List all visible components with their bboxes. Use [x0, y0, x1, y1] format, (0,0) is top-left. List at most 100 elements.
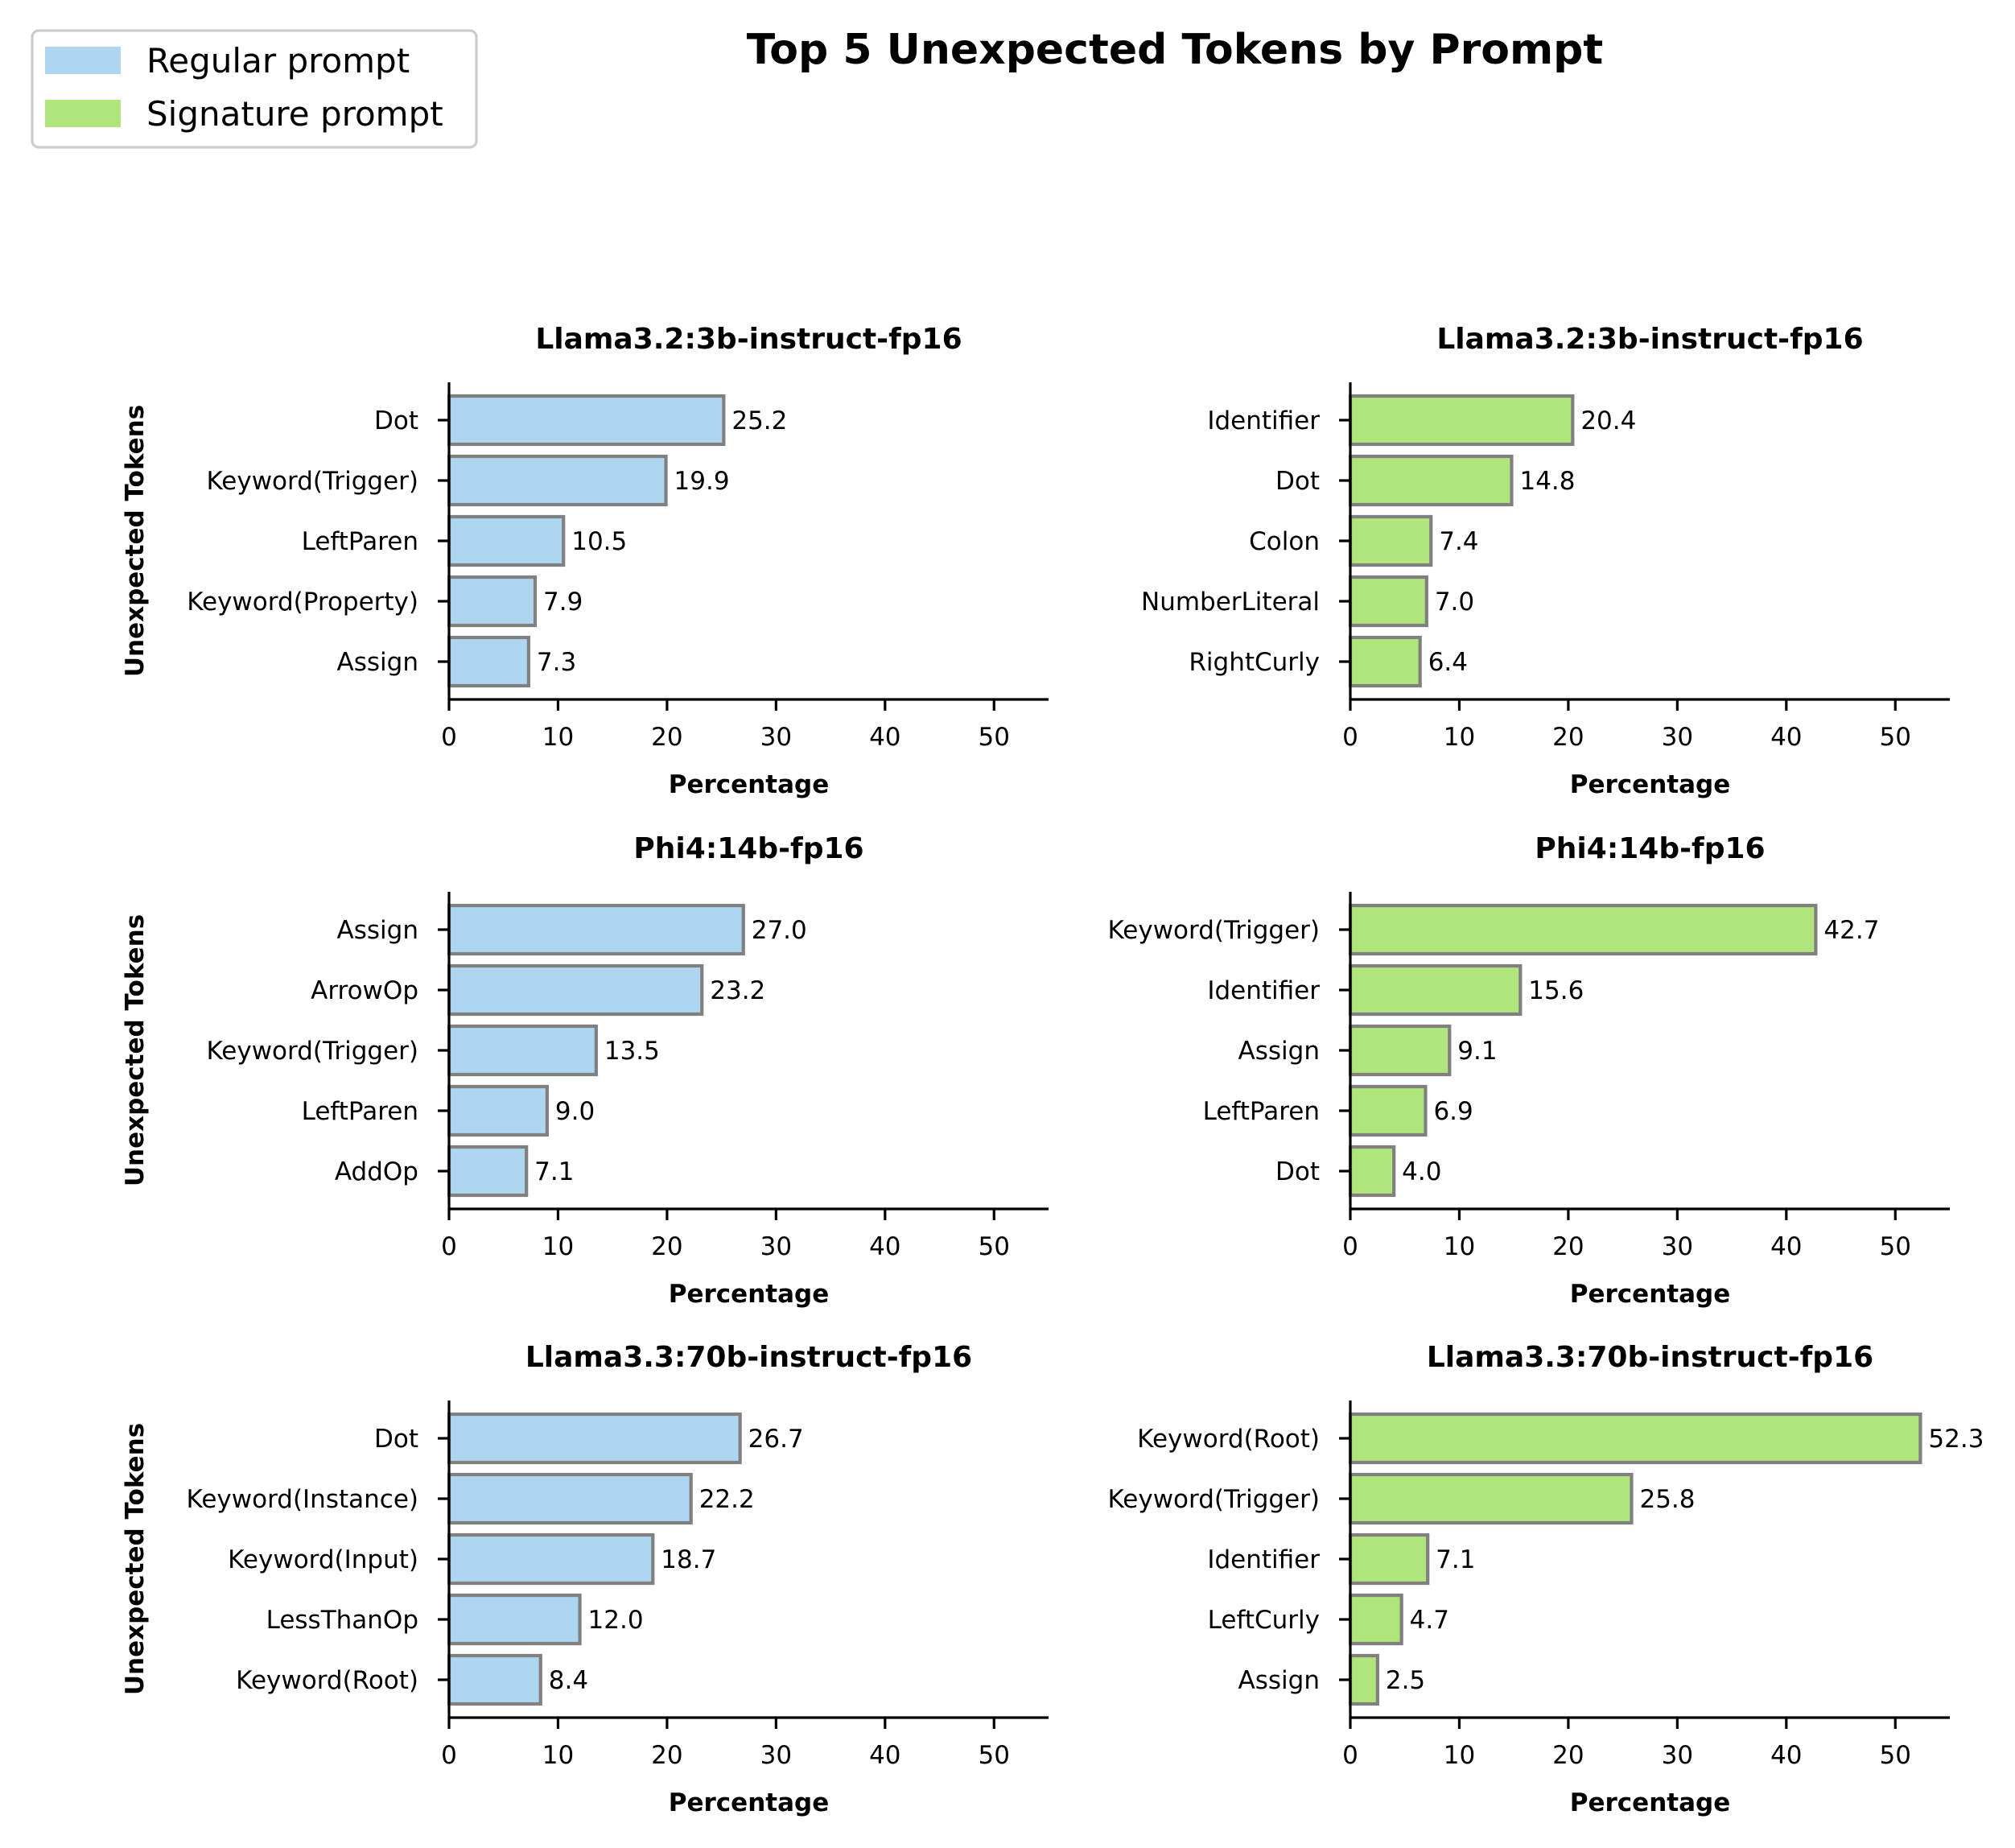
bar-value-label: 4.7 [1410, 1606, 1449, 1635]
bar [447, 963, 704, 1017]
x-tick-label: 0 [441, 1232, 457, 1261]
bar-value-label: 12.0 [588, 1606, 644, 1635]
panel-1: Llama3.2:3b-instruct-fp16 Dot 25.2 Keyword(… [121, 323, 1049, 799]
x-tick-label: 10 [1444, 1232, 1475, 1261]
bar [1348, 1653, 1379, 1706]
x-axis-label: Percentage [669, 1788, 829, 1817]
bar [447, 454, 668, 507]
x-tick-label: 10 [1444, 1741, 1475, 1770]
bar-value-label: 4.0 [1402, 1157, 1441, 1186]
y-tick-label: Dot [1275, 467, 1320, 496]
x-axis-label: Percentage [669, 1280, 829, 1309]
bar-value-label: 22.2 [699, 1485, 755, 1514]
x-tick-label: 20 [651, 1741, 682, 1770]
bar [447, 1145, 529, 1198]
x-tick-label: 30 [760, 723, 792, 752]
bar-value-label: 6.9 [1433, 1097, 1473, 1126]
legend-swatch-signature [45, 100, 121, 127]
bar-value-label: 7.1 [534, 1157, 574, 1186]
bar-value-label: 7.9 [543, 588, 583, 617]
x-tick-label: 20 [1552, 1741, 1584, 1770]
x-tick-label: 50 [979, 1232, 1010, 1261]
bar [1348, 1084, 1428, 1137]
bar-value-label: 27.0 [752, 916, 807, 945]
bar-value-label: 25.2 [731, 406, 787, 435]
bar [1348, 394, 1575, 447]
legend-label-regular: Regular prompt [146, 41, 410, 80]
bar-value-label: 7.4 [1439, 527, 1478, 556]
bar-value-label: 42.7 [1823, 916, 1879, 945]
bar [447, 1532, 655, 1586]
x-tick-label: 40 [869, 1232, 900, 1261]
panel-title: Phi4:14b-fp16 [1535, 832, 1765, 865]
bar-value-label: 13.5 [604, 1037, 660, 1066]
x-tick-label: 50 [979, 1741, 1010, 1770]
y-tick-label: Identifier [1207, 1545, 1320, 1574]
bar [1348, 1145, 1396, 1198]
y-tick-label: Dot [374, 406, 418, 435]
x-tick-label: 40 [1770, 1232, 1802, 1261]
x-tick-label: 0 [1342, 1232, 1358, 1261]
bar-value-label: 7.1 [1436, 1545, 1475, 1574]
x-tick-label: 10 [542, 1741, 574, 1770]
x-tick-label: 30 [1662, 1232, 1693, 1261]
x-axis-label: Percentage [1570, 770, 1730, 799]
panel-3: Phi4:14b-fp16 Assign 27.0 ArrowOp 23.2 Keywor… [121, 832, 1049, 1309]
bar-value-label: 2.5 [1386, 1666, 1425, 1695]
bar [1348, 1472, 1634, 1525]
y-tick-label: Keyword(Trigger) [207, 467, 419, 496]
bar-value-label: 18.7 [661, 1545, 716, 1574]
x-axis-label: Percentage [669, 770, 829, 799]
y-tick-label: NumberLiteral [1141, 588, 1320, 617]
x-tick-label: 10 [542, 1232, 574, 1261]
bar-value-label: 25.8 [1639, 1485, 1695, 1514]
y-tick-label: LeftCurly [1208, 1606, 1320, 1635]
panel-title: Llama3.2:3b-instruct-fp16 [1436, 323, 1863, 356]
x-tick-label: 10 [542, 723, 574, 752]
bar [447, 903, 745, 956]
bar-value-label: 10.5 [571, 527, 627, 556]
panel-6: Llama3.3:70b-instruct-fp16 Keyword(Root) 5… [1108, 1341, 1984, 1817]
y-tick-label: Assign [1238, 1037, 1320, 1066]
bar [447, 1653, 542, 1706]
x-tick-label: 40 [869, 1741, 900, 1770]
y-tick-label: Dot [1275, 1157, 1320, 1186]
y-tick-label: Keyword(Trigger) [1108, 1485, 1321, 1514]
bar [447, 1024, 598, 1077]
legend: Regular prompt Signature prompt [31, 29, 478, 149]
panel-5: Llama3.3:70b-instruct-fp16 Dot 26.7 Keyword… [121, 1341, 1049, 1817]
y-tick-label: AddOp [335, 1157, 418, 1186]
y-tick-label: LeftParen [302, 1097, 418, 1126]
x-tick-label: 50 [1880, 723, 1911, 752]
y-tick-label: Identifier [1207, 976, 1320, 1005]
y-tick-label: Keyword(Input) [228, 1545, 418, 1574]
bar [447, 394, 726, 447]
y-tick-label: Keyword(Property) [187, 588, 418, 617]
panel-title: Phi4:14b-fp16 [633, 832, 863, 865]
x-tick-label: 30 [760, 1741, 792, 1770]
bar [447, 514, 566, 567]
x-tick-label: 50 [979, 723, 1010, 752]
bar [447, 635, 530, 688]
bar [447, 575, 538, 628]
bar [1348, 1593, 1403, 1646]
y-axis-label: Unexpected Tokens [121, 405, 150, 677]
x-tick-label: 40 [1770, 1741, 1802, 1770]
legend-label-signature: Signature prompt [146, 94, 443, 134]
bar-value-label: 7.3 [537, 648, 576, 677]
bar-value-label: 23.2 [710, 976, 765, 1005]
bar-value-label: 6.4 [1428, 648, 1468, 677]
y-tick-label: Keyword(Root) [1137, 1425, 1320, 1454]
bar-value-label: 15.6 [1528, 976, 1584, 1005]
x-axis-label: Percentage [1570, 1280, 1730, 1309]
panel-4: Phi4:14b-fp16 Keyword(Trigger) 42.7 Identif… [1108, 832, 1950, 1309]
bar [447, 1593, 582, 1646]
x-tick-label: 40 [1770, 723, 1802, 752]
x-tick-label: 20 [1552, 1232, 1584, 1261]
y-axis-label: Unexpected Tokens [121, 914, 150, 1186]
x-tick-label: 40 [869, 723, 900, 752]
y-tick-label: LessThanOp [266, 1606, 418, 1635]
bar [447, 1472, 693, 1525]
y-tick-label: Assign [337, 916, 418, 945]
